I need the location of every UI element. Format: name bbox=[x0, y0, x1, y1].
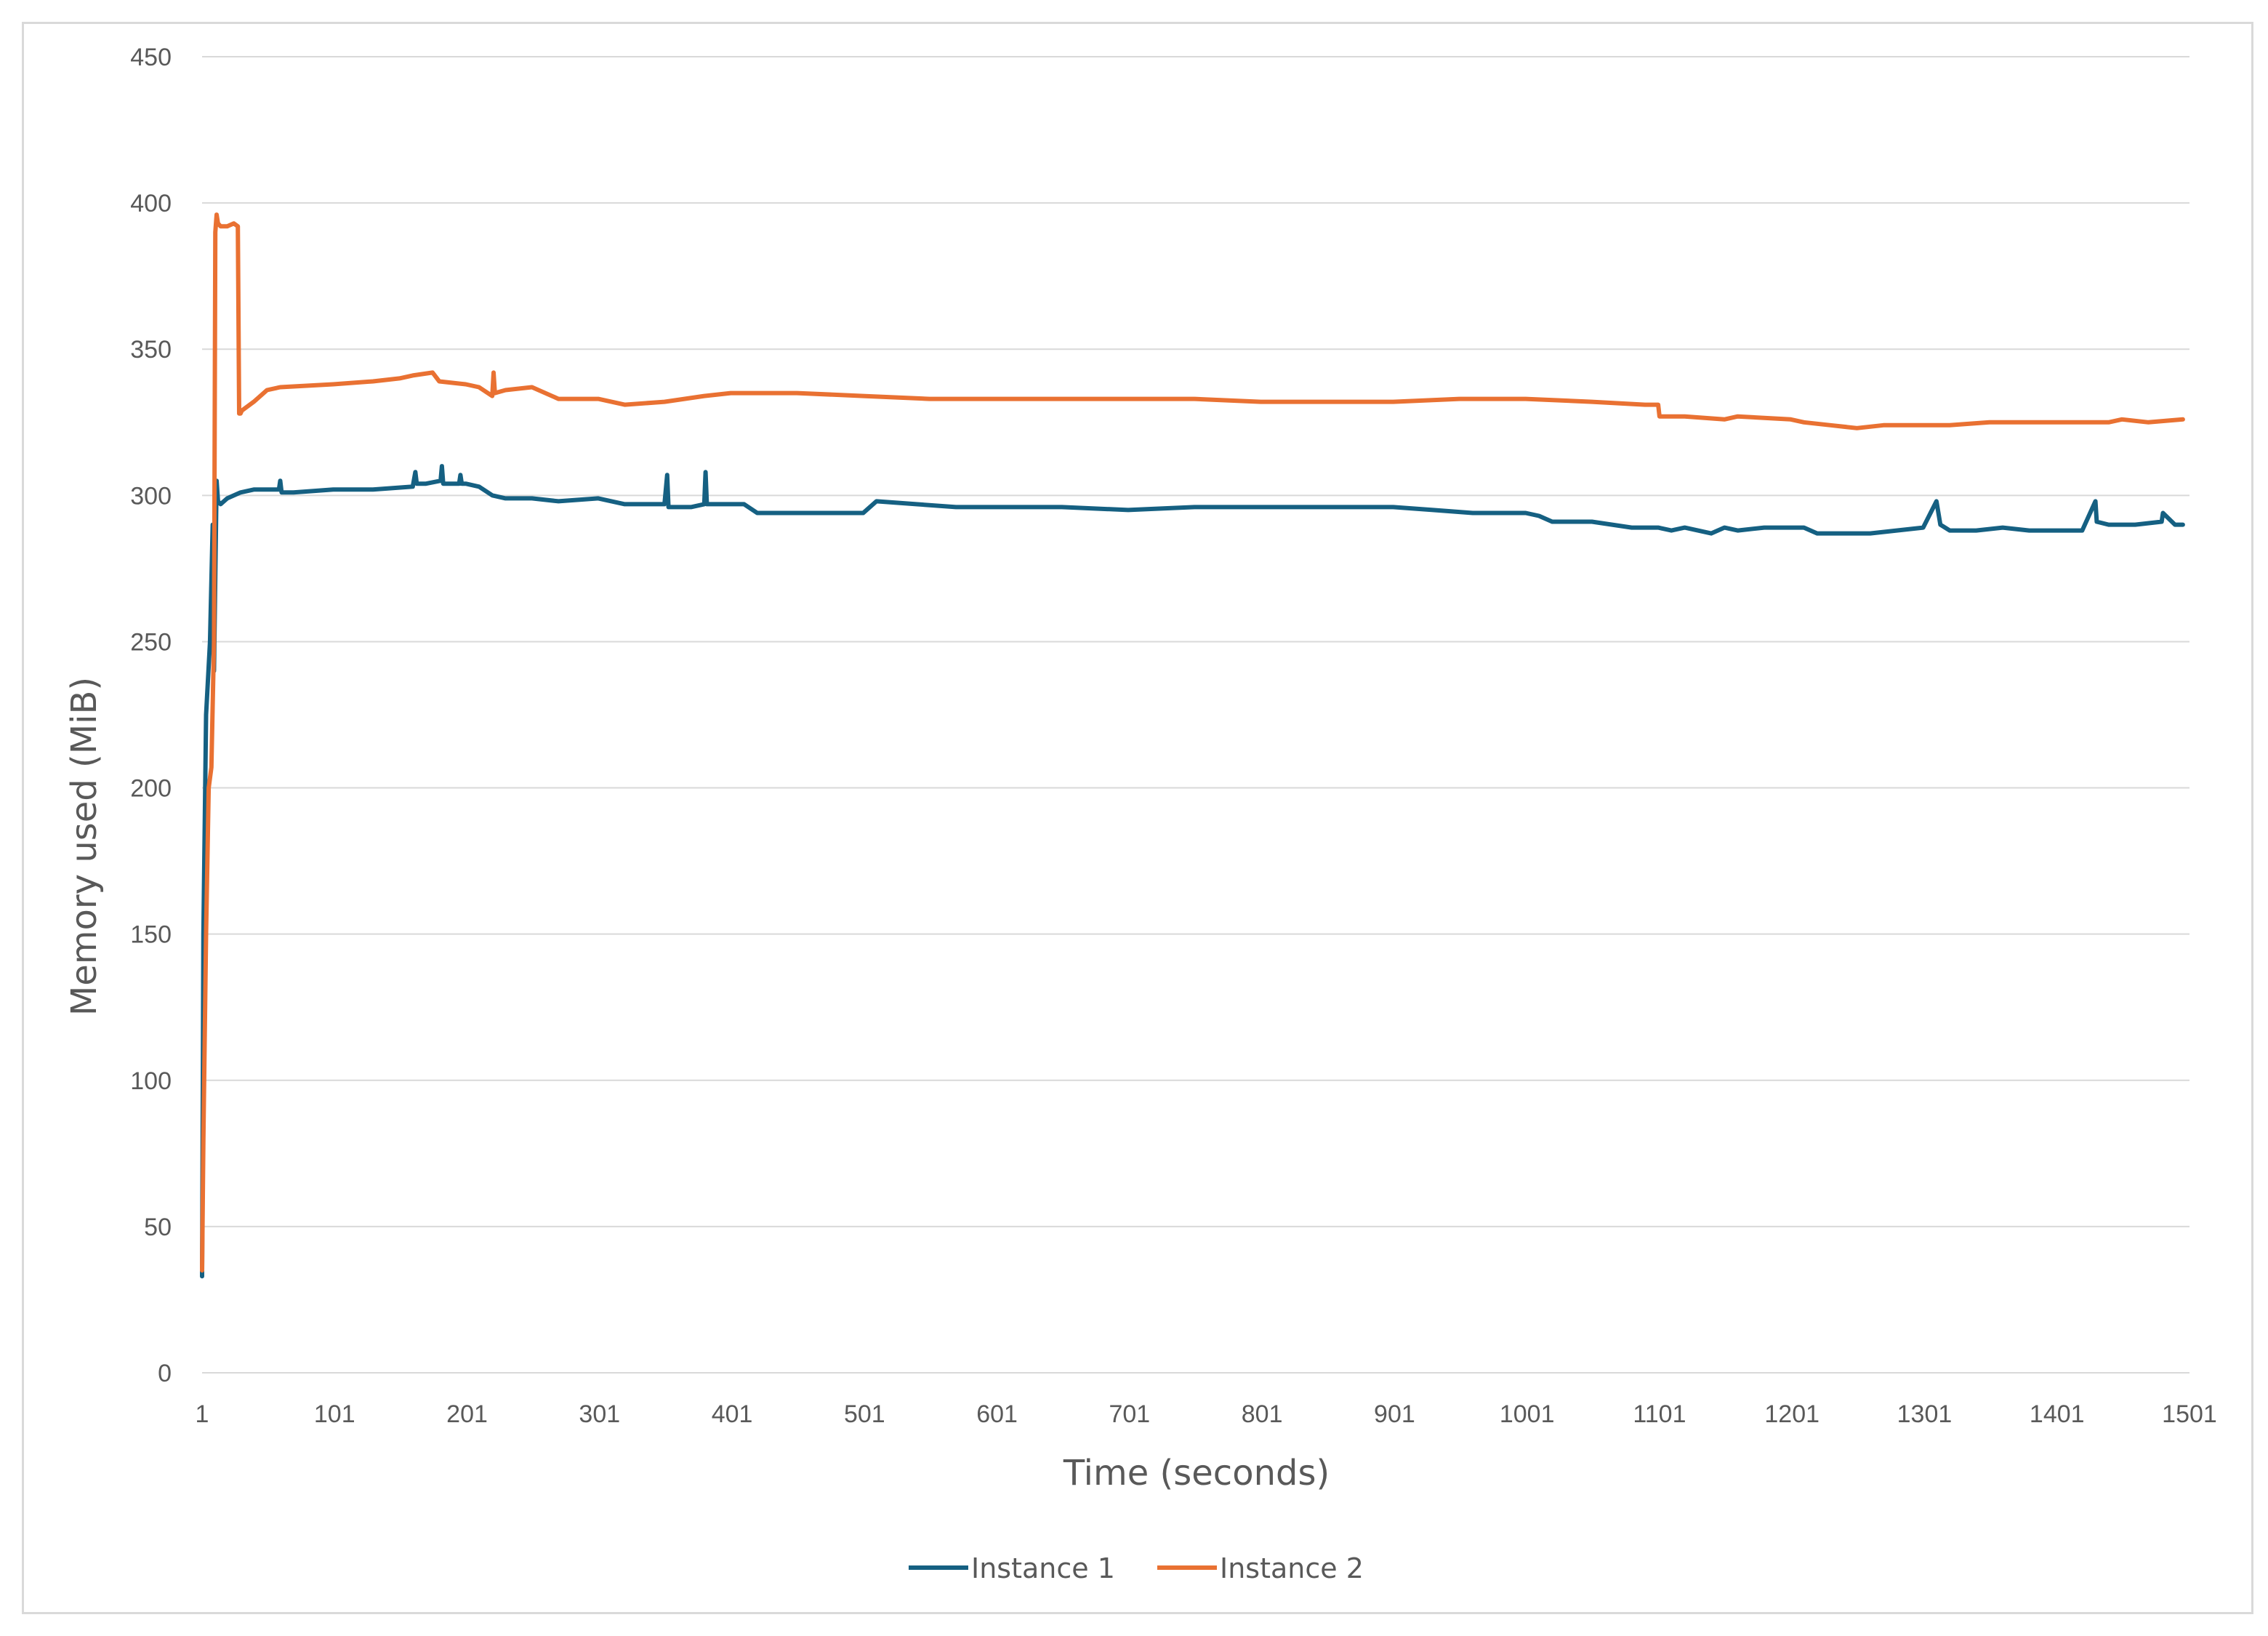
y-axis-tick-labels: 0 50 100 150 200 250 300 350 400 450 bbox=[130, 44, 172, 1387]
x-tick-label: 901 bbox=[1374, 1400, 1415, 1428]
chart-frame bbox=[22, 22, 2253, 1614]
x-tick-label: 801 bbox=[1242, 1400, 1283, 1428]
y-tick-label: 0 bbox=[158, 1360, 172, 1387]
y-axis-title: Memory used (MiB) bbox=[64, 677, 105, 1016]
x-tick-label: 1001 bbox=[1500, 1400, 1555, 1428]
x-axis-title: Time (seconds) bbox=[1063, 1453, 1330, 1493]
y-tick-label: 150 bbox=[130, 921, 172, 949]
x-tick-label: 1501 bbox=[2162, 1400, 2217, 1428]
legend-label-instance-1: Instance 1 bbox=[971, 1552, 1115, 1584]
legend: Instance 1 Instance 2 bbox=[909, 1552, 1364, 1584]
x-tick-label: 1401 bbox=[2030, 1400, 2085, 1428]
x-tick-label: 1301 bbox=[1897, 1400, 1953, 1428]
y-tick-label: 300 bbox=[130, 482, 172, 510]
x-tick-label: 1 bbox=[196, 1400, 209, 1428]
series-line-instance-2 bbox=[200, 212, 2185, 1273]
legend-label-instance-2: Instance 2 bbox=[1220, 1552, 1364, 1584]
y-tick-label: 200 bbox=[130, 775, 172, 803]
y-tick-label: 350 bbox=[130, 336, 172, 364]
x-tick-label: 1201 bbox=[1764, 1400, 1819, 1428]
y-tick-label: 100 bbox=[130, 1067, 172, 1095]
x-tick-label: 601 bbox=[976, 1400, 1018, 1428]
x-tick-label: 101 bbox=[314, 1400, 355, 1428]
x-tick-label: 1101 bbox=[1633, 1400, 1686, 1428]
x-tick-label: 401 bbox=[712, 1400, 753, 1428]
y-tick-label: 450 bbox=[130, 44, 172, 71]
x-tick-label: 501 bbox=[844, 1400, 885, 1428]
series-layer bbox=[200, 212, 2185, 1279]
y-tick-label: 400 bbox=[130, 190, 172, 217]
x-tick-label: 701 bbox=[1109, 1400, 1150, 1428]
gridlines bbox=[202, 56, 2189, 1374]
y-tick-label: 50 bbox=[144, 1214, 172, 1241]
series-line-instance-1 bbox=[200, 464, 2185, 1279]
x-tick-label: 301 bbox=[579, 1400, 620, 1428]
y-tick-label: 250 bbox=[130, 628, 172, 656]
x-axis-tick-labels: 1 101 201 301 401 501 601 701 801 901 1001 1101 1201… bbox=[196, 1400, 2217, 1428]
x-tick-label: 201 bbox=[446, 1400, 488, 1428]
